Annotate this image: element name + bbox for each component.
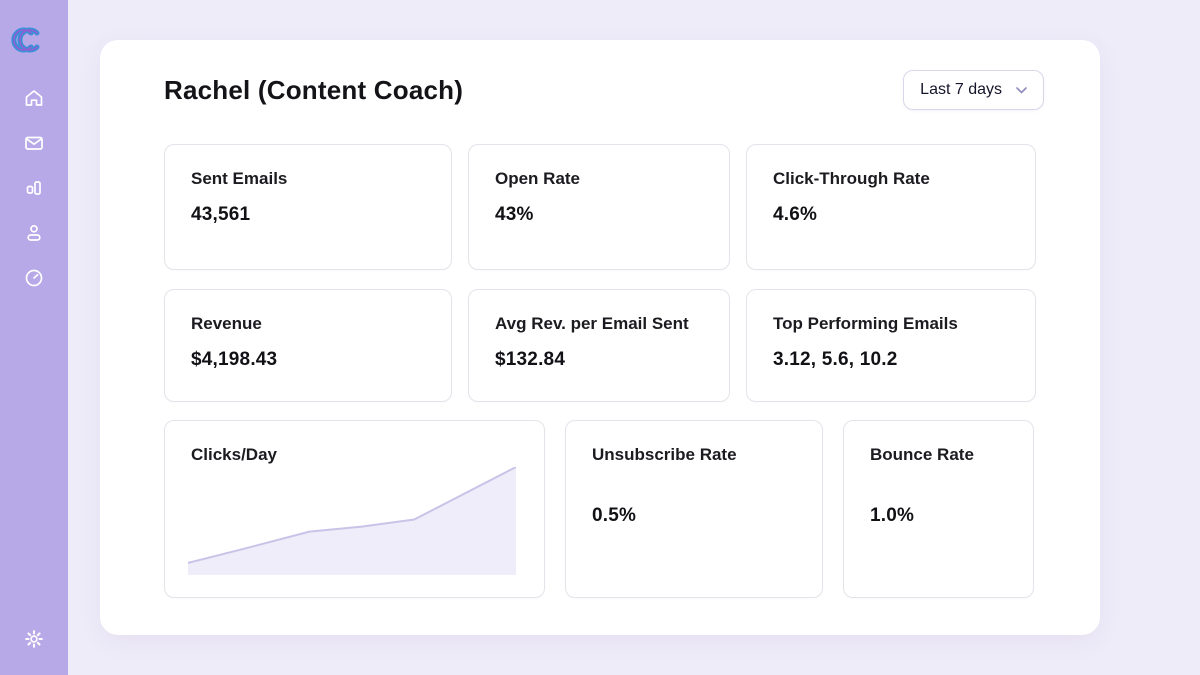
stat-label: Top Performing Emails (773, 314, 958, 333)
date-range-value: Last 7 days (920, 81, 1002, 98)
stats-row-2: Revenue $4,198.43 Avg Rev. per Email Sen… (164, 289, 1037, 402)
sidebar-item-profile[interactable] (22, 223, 46, 247)
stats-row-1: Sent Emails 43,561 Open Rate 43% Click-T… (164, 144, 1037, 270)
chart-line (188, 467, 516, 564)
gear-icon (23, 628, 45, 655)
sidebar-item-mail[interactable] (22, 133, 46, 157)
stat-value: 43,561 (191, 204, 251, 225)
sidebar (0, 0, 68, 675)
page-title: Rachel (Content Coach) (164, 74, 464, 105)
stat-label: Revenue (191, 314, 262, 333)
stat-card-top-performing-emails: Top Performing Emails 3.12, 5.6, 10.2 (746, 289, 1036, 402)
stat-value: $132.84 (495, 349, 566, 370)
sidebar-item-analytics[interactable] (22, 178, 46, 202)
stat-card-revenue: Revenue $4,198.43 (164, 289, 452, 402)
stat-value: $4,198.43 (191, 349, 278, 370)
sidebar-item-settings[interactable] (22, 629, 46, 653)
mail-icon (23, 132, 45, 159)
date-range-select[interactable]: Last 7 days (903, 70, 1044, 110)
home-icon (23, 87, 45, 114)
stats-row-3: Clicks/Day Unsubscribe Rate 0.5% Bounce … (164, 420, 1035, 598)
stat-label: Sent Emails (191, 169, 288, 188)
stat-value: 3.12, 5.6, 10.2 (773, 349, 898, 370)
stat-card-open-rate: Open Rate 43% (468, 144, 730, 270)
panel-header: Rachel (Content Coach) Last 7 days (164, 70, 1044, 110)
sidebar-item-home[interactable] (22, 88, 46, 112)
dashboard-panel: Rachel (Content Coach) Last 7 days Sent … (100, 40, 1100, 635)
clock-icon (23, 267, 45, 294)
stat-label: Unsubscribe Rate (592, 445, 737, 464)
chevron-down-icon (1016, 81, 1027, 99)
stat-value: 0.5% (592, 505, 637, 526)
clicks-chart (188, 467, 516, 575)
stat-card-bounce-rate: Bounce Rate 1.0% (843, 420, 1034, 598)
bar-chart-icon (23, 177, 45, 204)
stat-label: Open Rate (495, 169, 581, 188)
stat-card-unsubscribe-rate: Unsubscribe Rate 0.5% (565, 420, 823, 598)
stat-label: Avg Rev. per Email Sent (495, 314, 689, 333)
clicks-per-day-card: Clicks/Day (164, 420, 545, 598)
stat-card-avg-rev-per-email: Avg Rev. per Email Sent $132.84 (468, 289, 730, 402)
stat-value: 4.6% (773, 204, 818, 225)
stat-card-sent-emails: Sent Emails 43,561 (164, 144, 452, 270)
sidebar-nav (22, 88, 46, 292)
chart-title: Clicks/Day (191, 445, 277, 464)
user-icon (23, 222, 45, 249)
stat-label: Bounce Rate (870, 445, 974, 464)
sidebar-item-history[interactable] (22, 268, 46, 292)
stat-label: Click-Through Rate (773, 169, 930, 188)
stat-value: 1.0% (870, 505, 915, 526)
chart-area-fill (188, 467, 516, 575)
stat-card-click-through-rate: Click-Through Rate 4.6% (746, 144, 1036, 270)
stat-value: 43% (495, 204, 534, 225)
infinity-logo[interactable] (10, 18, 58, 64)
